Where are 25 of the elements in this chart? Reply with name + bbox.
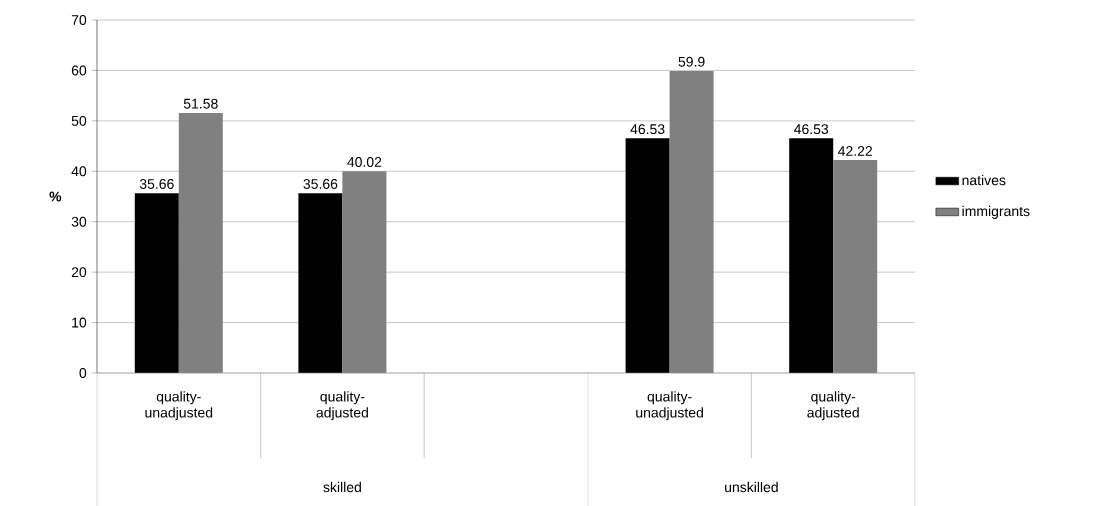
data-label: 42.22 <box>838 145 872 156</box>
data-label: 40.02 <box>347 156 382 167</box>
data-label: 59.9 <box>678 56 705 67</box>
x-tick-label: quality-unadjusted <box>636 391 703 421</box>
x-tick-label: quality-adjusted <box>807 391 859 421</box>
y-tick-label: 60 <box>71 65 87 76</box>
y-tick-label: 30 <box>71 216 87 227</box>
data-label: 46.53 <box>794 124 829 134</box>
x-tick-label: quality-unadjusted <box>145 391 213 421</box>
y-tick-label: 70 <box>71 14 87 25</box>
data-label: 51.58 <box>183 98 218 109</box>
legend-label: natives <box>962 174 1006 186</box>
y-tick-label: 40 <box>71 166 87 177</box>
y-tick-label: 10 <box>72 317 87 328</box>
data-label: 46.53 <box>630 124 665 134</box>
text: unskilled <box>725 481 778 492</box>
text: skilled <box>323 481 361 492</box>
y-tick-label: 50 <box>71 115 87 126</box>
x-tick-label: quality-adjusted <box>316 391 368 421</box>
y-axis-title: % <box>49 191 62 202</box>
y-tick-label: 0 <box>79 367 87 378</box>
data-label: 35.66 <box>139 178 174 189</box>
y-tick-label: 20 <box>71 267 87 277</box>
data-label: 35.66 <box>303 178 338 189</box>
legend-label: immigrants <box>962 205 1030 219</box>
